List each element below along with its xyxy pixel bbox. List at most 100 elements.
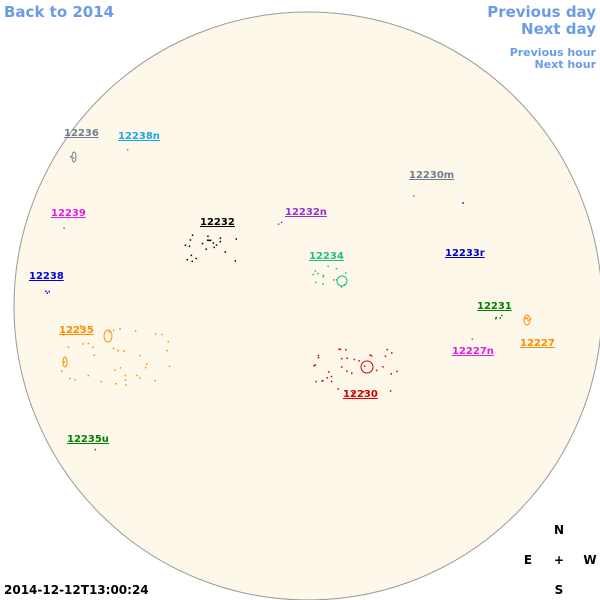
- region-label[interactable]: 12227: [520, 338, 555, 349]
- sunspot: [370, 355, 373, 357]
- penumbra: [360, 360, 374, 374]
- sunspot: [314, 281, 317, 284]
- sunspot: [191, 260, 194, 263]
- sunspot: [161, 333, 163, 336]
- sunspot: [317, 354, 320, 357]
- sunspot: [527, 319, 530, 321]
- sunspot: [124, 379, 127, 381]
- sunspot: [326, 377, 329, 379]
- sunspot: [327, 265, 329, 268]
- next-hour-link[interactable]: Next hour: [535, 58, 597, 71]
- sunspot: [337, 388, 339, 390]
- sunspot: [62, 334, 65, 336]
- sunspot: [92, 346, 94, 349]
- sunspot: [345, 348, 347, 351]
- region-label[interactable]: 12235: [59, 325, 94, 336]
- region-label[interactable]: 12238n: [118, 131, 160, 142]
- sunspot: [119, 328, 121, 330]
- sunspot: [48, 290, 51, 293]
- previous-day-link[interactable]: Previous day: [487, 3, 596, 21]
- region-label[interactable]: 12230: [343, 389, 378, 400]
- sunspot: [201, 242, 204, 245]
- sunspot: [63, 227, 65, 230]
- sunspot: [123, 350, 125, 352]
- sunspot: [526, 317, 529, 319]
- sunspot: [126, 149, 129, 151]
- sunspot: [317, 272, 319, 275]
- sunspot: [208, 239, 210, 242]
- region-label[interactable]: 12232: [200, 217, 235, 228]
- sunspot: [219, 240, 222, 243]
- sunspot: [139, 377, 141, 379]
- sunspot: [501, 314, 503, 317]
- sunspot: [190, 254, 193, 257]
- sunspot: [112, 347, 115, 350]
- compass-south: S: [555, 583, 564, 597]
- sunspot: [224, 251, 226, 253]
- sunspot: [330, 375, 333, 378]
- region-label[interactable]: 12239: [51, 208, 86, 219]
- sunspot: [363, 365, 366, 367]
- sunspot: [134, 330, 137, 332]
- sunspot: [100, 380, 103, 383]
- sunspot: [69, 155, 72, 158]
- region-labels: 12236 12238n 12230m 12232n 12239 12232 12234 12…: [29, 128, 555, 445]
- sunspot: [345, 272, 347, 274]
- sunspot: [462, 202, 464, 204]
- sunspot: [82, 343, 84, 345]
- sunspot: [154, 379, 156, 382]
- sunspot: [209, 239, 212, 242]
- sunspot: [322, 283, 324, 285]
- sunspot: [277, 223, 280, 225]
- sunspot: [344, 390, 346, 392]
- sunspot: [212, 242, 215, 244]
- back-link[interactable]: Back to 2014: [4, 3, 114, 21]
- sunspot: [314, 364, 317, 366]
- penumbra: [71, 151, 77, 163]
- compass-east: E: [524, 553, 532, 567]
- compass-north: N: [554, 523, 564, 537]
- region-label[interactable]: 12227n: [452, 346, 494, 357]
- sunspot: [346, 370, 348, 372]
- sunspot: [69, 326, 72, 328]
- sunspot: [195, 257, 197, 260]
- sunspot: [215, 244, 218, 246]
- region-label[interactable]: 12235u: [67, 434, 109, 445]
- sunspot: [384, 355, 387, 358]
- region-label[interactable]: 12236: [64, 128, 99, 139]
- sunspot: [115, 383, 117, 385]
- sunspot: [312, 273, 314, 276]
- sunspot: [63, 361, 66, 363]
- sunspot: [119, 367, 122, 369]
- sunspot: [317, 356, 320, 359]
- region-label[interactable]: 12231: [477, 301, 512, 312]
- sunspot: [117, 349, 119, 352]
- region-label[interactable]: 12233r: [445, 248, 485, 259]
- sunspot: [351, 372, 353, 374]
- sunspot: [219, 237, 222, 239]
- sunspot: [499, 317, 501, 319]
- sunspot: [330, 380, 333, 383]
- compass-center: +: [554, 553, 564, 567]
- sunspot: [139, 354, 141, 357]
- sunspot: [322, 380, 324, 382]
- sunspot: [108, 331, 110, 334]
- sunspot: [67, 346, 70, 348]
- next-day-link[interactable]: Next day: [521, 20, 596, 38]
- sunspot: [341, 357, 343, 360]
- sunspot: [72, 157, 75, 159]
- sunspot: [314, 270, 317, 272]
- sunspot: [114, 369, 116, 371]
- sunspot: [184, 244, 187, 247]
- region-label[interactable]: 12230m: [409, 170, 454, 181]
- region-label[interactable]: 12234: [309, 251, 344, 262]
- sunspot: [346, 357, 348, 360]
- region-label[interactable]: 12238: [29, 271, 64, 282]
- sunspot: [112, 329, 115, 332]
- sunspot: [167, 340, 170, 343]
- region-label[interactable]: 12232n: [285, 207, 327, 218]
- previous-hour-link[interactable]: Previous hour: [510, 46, 597, 59]
- sunspot: [382, 366, 384, 368]
- sunspot: [61, 370, 63, 372]
